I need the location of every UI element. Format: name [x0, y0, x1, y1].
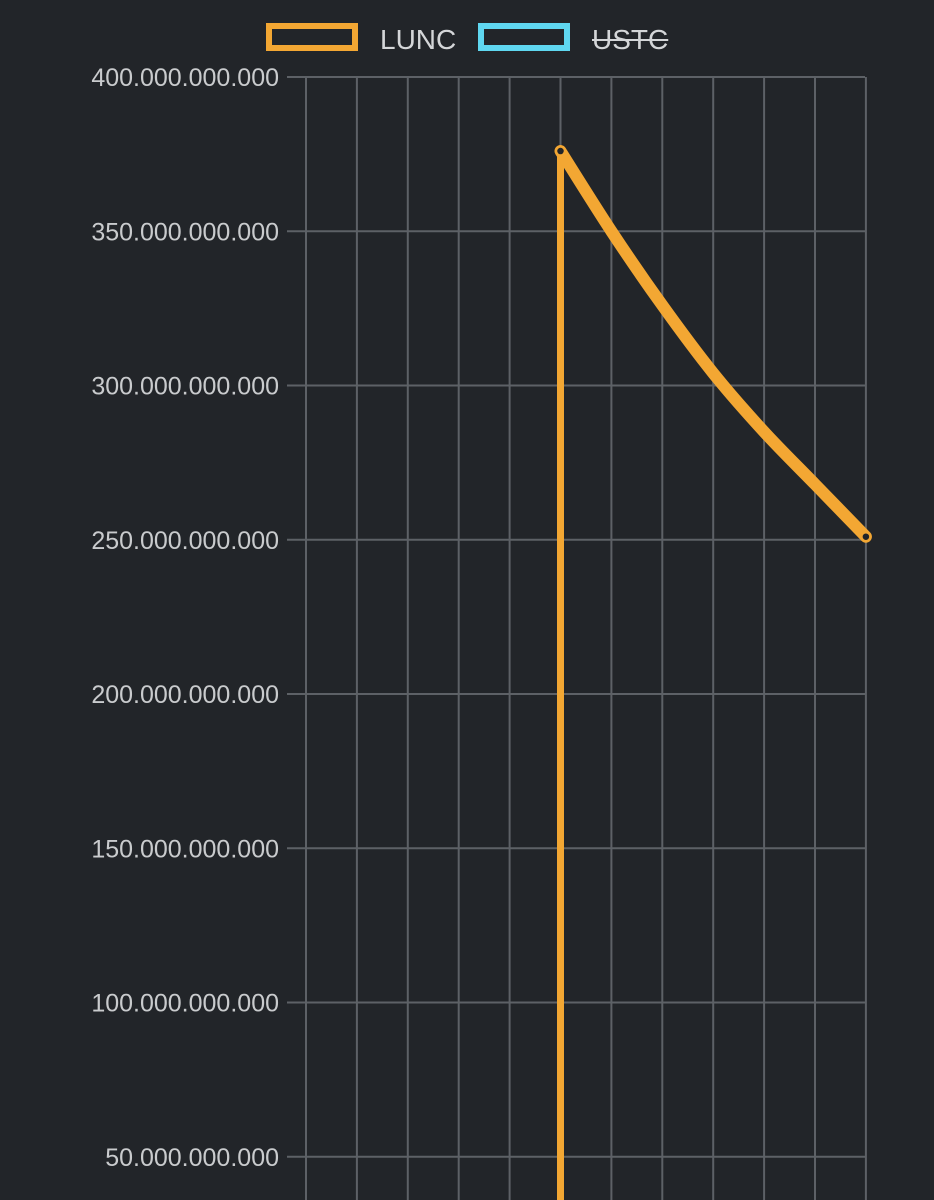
legend-label-lunc: LUNC	[380, 24, 457, 55]
horizontal-gridlines	[287, 76, 865, 1158]
legend-swatch-ustc	[478, 23, 570, 51]
data-point	[860, 530, 872, 543]
data-point	[554, 145, 567, 157]
y-tick-label: 150.000.000.000	[91, 835, 279, 863]
y-axis-tick-labels: 400.000.000.000 350.000.000.000 300.000.00…	[91, 64, 279, 1172]
y-tick-label: 400.000.000.000	[91, 64, 279, 92]
legend-swatch-lunc	[266, 23, 358, 51]
legend-label-ustc: USTC	[592, 24, 669, 55]
series-layer	[554, 145, 872, 1200]
y-tick-label: 100.000.000.000	[91, 990, 279, 1018]
y-tick-label: 350.000.000.000	[91, 218, 279, 246]
legend: LUNC USTC	[0, 20, 934, 60]
series-line-curve	[554, 145, 872, 543]
y-tick-label: 200.000.000.000	[91, 681, 279, 709]
y-tick-label: 50.000.000.000	[105, 1144, 279, 1172]
y-tick-label: 250.000.000.000	[91, 527, 279, 555]
vertical-gridlines	[305, 77, 867, 1200]
y-tick-label: 300.000.000.000	[91, 373, 279, 401]
